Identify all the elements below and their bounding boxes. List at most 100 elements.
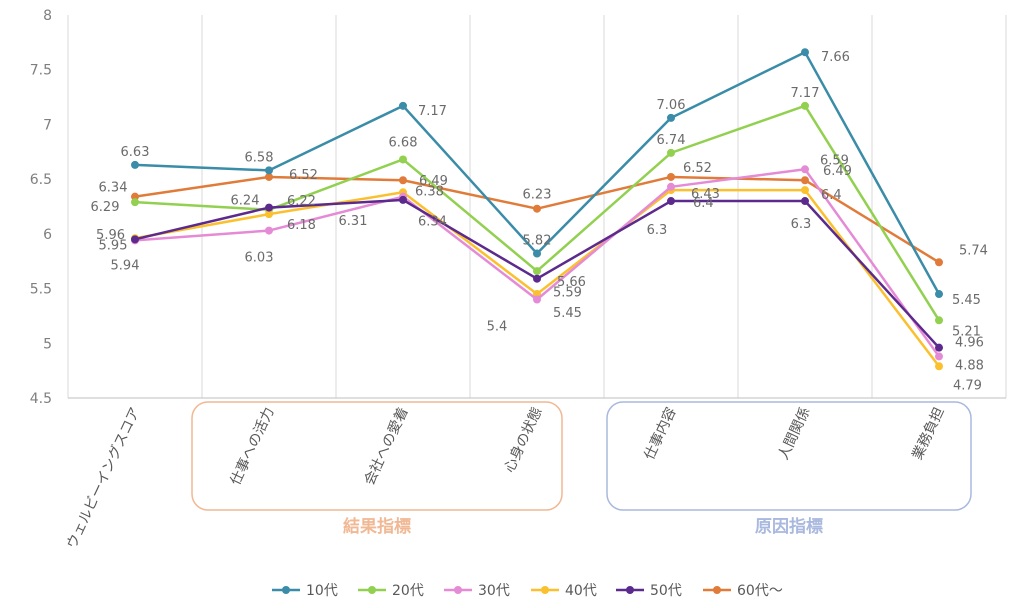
legend-item: 60代～	[703, 583, 783, 599]
data-label: 6.3	[791, 217, 812, 232]
data-label: 6.43	[691, 187, 720, 202]
data-point	[265, 226, 273, 235]
y-tick-label: 5.5	[30, 282, 52, 298]
data-label: 6.58	[245, 150, 274, 165]
data-point	[801, 165, 809, 174]
data-point	[265, 166, 273, 175]
data-label: 6.59	[820, 153, 849, 168]
legend-label: 30代	[478, 583, 510, 599]
data-point	[265, 210, 273, 219]
data-point	[935, 316, 943, 325]
data-point	[667, 197, 675, 206]
data-label: 6.18	[287, 218, 316, 233]
data-point	[399, 155, 407, 164]
data-label: 4.79	[953, 378, 982, 393]
legend-item: 50代	[616, 583, 682, 599]
data-point	[131, 192, 139, 201]
legend-label: 50代	[650, 583, 682, 599]
data-label: 6.3	[647, 223, 668, 238]
data-label: 6.68	[389, 135, 418, 150]
data-label: 4.96	[955, 336, 984, 351]
data-point	[935, 352, 943, 361]
data-point	[533, 295, 541, 304]
group-label: 結果指標	[343, 516, 411, 537]
data-point	[533, 249, 541, 258]
data-point	[935, 343, 943, 352]
data-point	[265, 203, 273, 212]
legend-item: 20代	[358, 583, 424, 599]
data-label: 6.63	[121, 145, 150, 160]
y-tick-label: 7	[43, 117, 52, 133]
data-label: 6.31	[339, 214, 368, 229]
group-label: 原因指標	[755, 516, 823, 537]
legend-label: 20代	[392, 583, 424, 599]
legend-item: 10代	[272, 583, 338, 599]
legend-marker	[713, 586, 721, 594]
legend-label: 40代	[565, 583, 597, 599]
data-point	[533, 204, 541, 213]
data-point	[667, 148, 675, 157]
data-label: 6.24	[231, 194, 260, 209]
data-point	[399, 176, 407, 185]
data-label: 6.52	[289, 168, 318, 183]
category-label: ウェルビーイングスコア	[64, 405, 144, 551]
data-label: 7.17	[791, 86, 820, 101]
category-label: 人間関係	[775, 405, 813, 463]
data-label: 5.94	[111, 258, 140, 273]
data-label: 6.34	[418, 215, 447, 230]
legend-marker	[454, 586, 462, 594]
data-label: 5.82	[523, 234, 552, 249]
series-lines	[131, 48, 943, 371]
data-label: 6.38	[415, 184, 444, 199]
data-label: 6.03	[245, 251, 274, 266]
y-tick-label: 5	[43, 336, 52, 352]
y-axis: 4.5 5 5.5 6 6.5 7 7.5 8	[30, 8, 52, 407]
legend-marker	[282, 586, 290, 594]
data-point	[131, 160, 139, 169]
data-point	[801, 197, 809, 206]
category-label: 心身の状態	[502, 405, 546, 475]
data-point	[801, 176, 809, 185]
data-point	[935, 258, 943, 267]
data-point	[131, 198, 139, 207]
data-point	[667, 113, 675, 122]
data-point	[533, 274, 541, 283]
data-label: 6.23	[523, 188, 552, 203]
data-label: 5.59	[553, 286, 582, 301]
y-tick-label: 4.5	[30, 391, 52, 407]
legend-item: 30代	[444, 583, 510, 599]
data-point	[399, 195, 407, 204]
data-label: 7.06	[657, 98, 686, 113]
data-label: 6.49	[419, 174, 448, 189]
data-point	[265, 172, 273, 181]
data-point	[801, 186, 809, 195]
data-label: 6.52	[683, 161, 712, 176]
data-point	[533, 267, 541, 276]
data-label: 6.74	[657, 133, 686, 148]
data-labels: 6.63 6.58 7.17 5.82 7.06 7.66 5.45 6.29 6.22 6.68…	[91, 50, 988, 393]
legend: 10代 20代 30代 40代 50代 60代～	[272, 583, 783, 599]
data-label: 6.49	[823, 164, 852, 179]
legend-marker	[541, 586, 549, 594]
data-label: 5.45	[553, 306, 582, 321]
legend-label: 10代	[306, 583, 338, 599]
group-box	[191, 401, 563, 511]
legend-marker	[626, 586, 634, 594]
category-label: 仕事への活力	[228, 405, 278, 488]
data-label: 6.4	[821, 188, 842, 203]
data-label: 5.4	[487, 320, 508, 335]
data-point	[935, 362, 943, 371]
legend-marker	[368, 586, 376, 594]
legend-item: 40代	[531, 583, 597, 599]
series-line	[134, 104, 941, 321]
data-label: 5.21	[952, 324, 981, 339]
data-label: 5.96	[96, 228, 125, 243]
group-box	[606, 401, 972, 511]
data-point	[935, 290, 943, 299]
category-groups: 結果指標 原因指標	[191, 401, 972, 537]
category-label: 仕事内容	[641, 405, 680, 463]
data-label: 5.45	[952, 293, 981, 308]
data-label: 5.95	[99, 238, 128, 253]
legend-label: 60代～	[737, 583, 783, 599]
data-label: 6.22	[287, 194, 316, 209]
